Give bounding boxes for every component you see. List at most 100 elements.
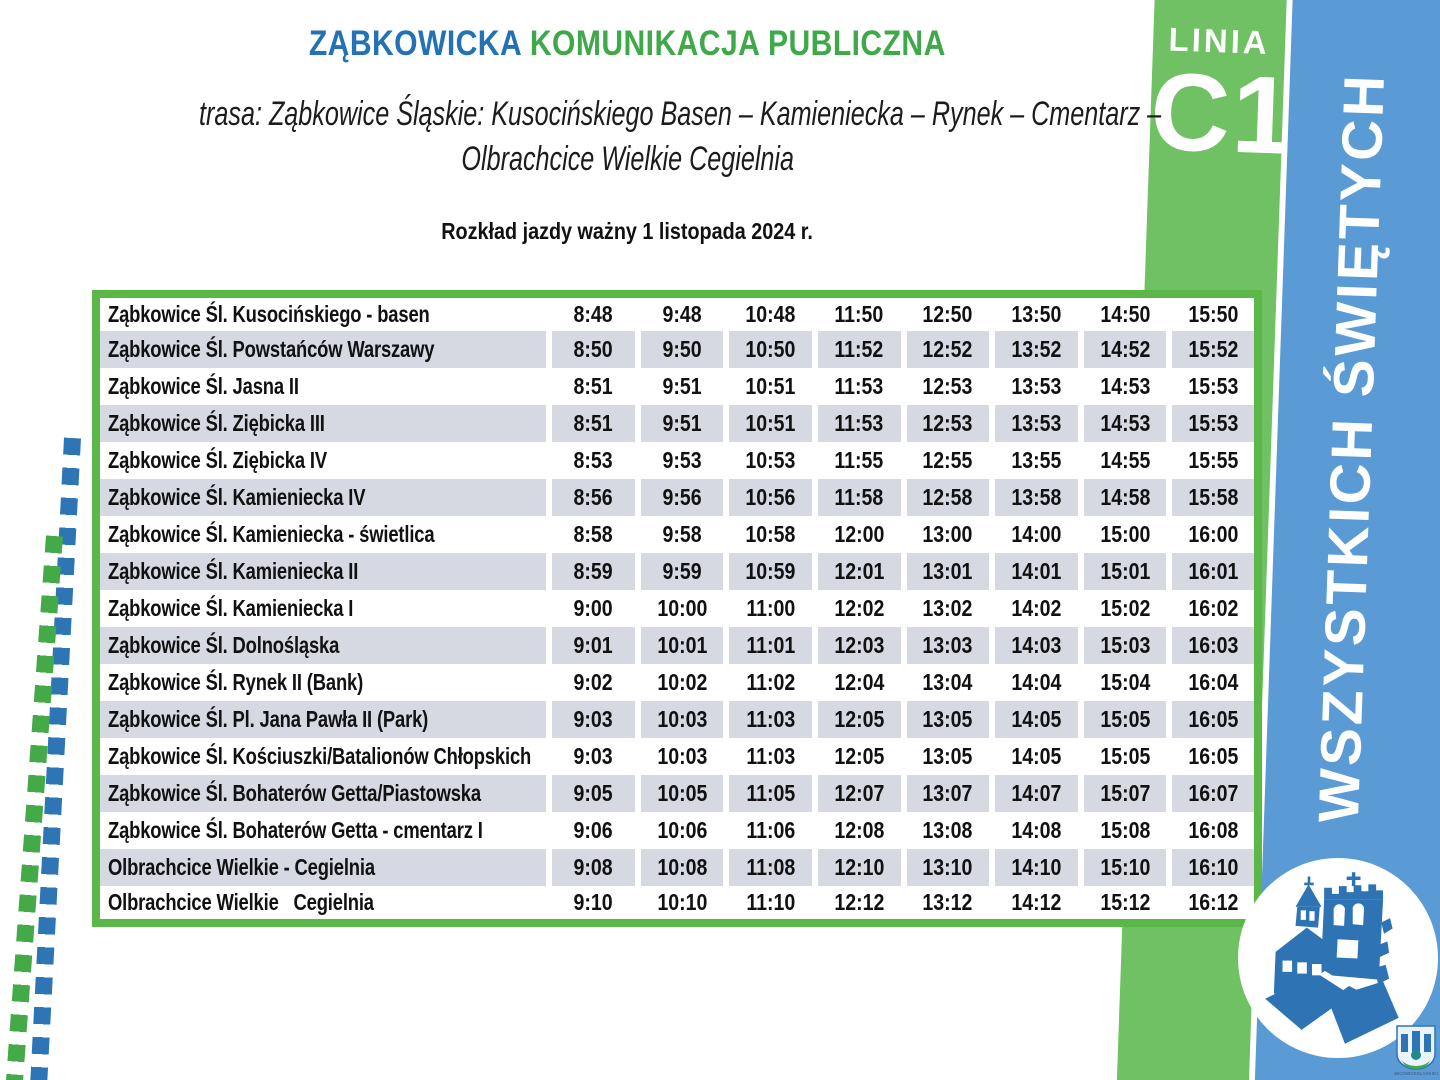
table-row: Ząbkowice Śl. Bohaterów Getta - cmentarz… [96,812,1258,849]
departure-time-cell: 9:03 [546,701,638,738]
departure-time: 16:12 [1188,889,1239,915]
departure-time-cell: 16:08 [1166,812,1258,849]
departure-time-cell: 15:08 [1077,812,1170,849]
departure-time: 15:07 [1100,780,1151,806]
departure-time-cell: 13:04 [900,664,993,701]
departure-time: 12:53 [922,373,973,399]
stop-name-cell: Ząbkowice Śl. Kusocińskiego - basen [96,294,549,331]
departure-time-cell: 13:50 [989,294,1081,331]
departure-time-cell: 11:05 [723,775,815,812]
table-row: Ząbkowice Śl. Ziębicka III 8:51 9:51 10:51 1… [96,405,1258,442]
departure-time-cell: 12:52 [900,331,993,368]
departure-time-cell: 10:02 [634,664,727,701]
departure-time-cell: 11:03 [723,701,815,738]
departure-time-cell: 14:50 [1077,294,1170,331]
departure-time-cell: 9:51 [634,368,727,405]
timetable: Ząbkowice Śl. Kusocińskiego - basen 8:48 9… [92,290,1262,927]
departure-time-cell: 8:48 [546,294,638,331]
departure-time-cell: 12:10 [811,849,904,886]
departure-time-cell: 16:00 [1166,516,1258,553]
departure-time: 15:52 [1188,336,1239,362]
departure-time-cell: 15:50 [1166,294,1258,331]
departure-time-cell: 12:08 [811,812,904,849]
departure-time: 10:03 [657,706,708,732]
stop-name-cell: Olbrachcice Wielkie Cegielnia [96,886,549,923]
departure-time: 14:10 [1011,854,1062,880]
departure-time-cell: 10:03 [634,738,727,775]
departure-time: 12:08 [834,817,885,843]
departure-time-cell: 11:52 [811,331,904,368]
stop-name-cell: Ząbkowice Śl. Jasna II [96,368,549,405]
departure-time: 12:04 [834,669,885,695]
departure-time: 16:02 [1188,595,1239,621]
departure-time-cell: 15:00 [1077,516,1170,553]
departure-time: 16:03 [1188,632,1239,658]
departure-time-cell: 12:00 [811,516,904,553]
departure-time-cell: 12:12 [811,886,904,923]
departure-time: 13:04 [922,669,973,695]
departure-time-cell: 10:51 [723,368,815,405]
departure-time-cell: 9:53 [634,442,727,479]
departure-time-cell: 16:02 [1166,590,1258,627]
departure-time-cell: 15:05 [1077,701,1170,738]
departure-time-cell: 13:05 [900,738,993,775]
departure-time-cell: 9:08 [546,849,638,886]
departure-time-cell: 13:03 [900,627,993,664]
departure-time-cell: 9:48 [634,294,727,331]
departure-time: 12:53 [922,410,973,436]
departure-time-cell: 9:50 [634,331,727,368]
departure-time-cell: 13:55 [989,442,1081,479]
landmark-circle [1238,858,1438,1058]
departure-time: 16:10 [1188,854,1239,880]
departure-time-cell: 13:02 [900,590,993,627]
departure-time-cell: 14:10 [989,849,1081,886]
departure-time-cell: 9:05 [546,775,638,812]
stop-name-cell: Ząbkowice Śl. Bohaterów Getta - cmentarz… [96,812,549,849]
departure-time: 14:05 [1011,743,1062,769]
departure-time-cell: 15:03 [1077,627,1170,664]
departure-time: 13:12 [922,889,973,915]
stop-name-cell: Ząbkowice Śl. Kamieniecka II [96,553,549,590]
stop-name: Ząbkowice Śl. Ziębicka IV [108,447,327,473]
departure-time-cell: 16:05 [1166,701,1258,738]
stop-name: Ząbkowice Śl. Rynek II (Bank) [108,669,364,695]
departure-time-cell: 11:53 [811,405,904,442]
stop-name: Ząbkowice Śl. Bohaterów Getta - cmentarz… [108,817,483,843]
departure-time: 9:59 [662,558,702,584]
departure-time: 10:59 [745,558,796,584]
town-landmark-graphic [1265,872,1399,1044]
departure-time-cell: 14:02 [989,590,1081,627]
departure-time: 13:53 [1011,373,1062,399]
departure-time: 10:56 [745,484,796,510]
departure-time-cell: 8:59 [546,553,638,590]
stop-name: Ząbkowice Śl. Pl. Jana Pawła II (Park) [108,706,429,732]
departure-time-cell: 10:53 [723,442,815,479]
departure-time-cell: 15:52 [1166,331,1258,368]
departure-time: 12:55 [922,447,973,473]
departure-time-cell: 16:10 [1166,849,1258,886]
stop-name-cell: Ząbkowice Śl. Ziębicka III [96,405,549,442]
departure-time: 10:51 [745,410,796,436]
departure-time-cell: 9:51 [634,405,727,442]
departure-time: 11:58 [834,484,884,510]
stop-name-cell: Ząbkowice Śl. Pl. Jana Pawła II (Park) [96,701,549,738]
departure-time-cell: 12:07 [811,775,904,812]
departure-time-cell: 15:12 [1077,886,1170,923]
departure-time: 15:05 [1100,743,1151,769]
departure-time-cell: 15:53 [1166,405,1258,442]
departure-time: 9:08 [573,854,613,880]
table-row: Ząbkowice Śl. Bohaterów Getta/Piastowska… [96,775,1258,812]
departure-time: 15:12 [1100,889,1151,915]
table-row: Ząbkowice Śl. Jasna II 8:51 9:51 10:51 11:53… [96,368,1258,405]
departure-time-cell: 10:48 [723,294,815,331]
route-line-2: Olbrachcice Wielkie Cegielnia [461,139,794,178]
stop-name: Olbrachcice Wielkie Cegielnia [108,889,374,915]
departure-time: 10:01 [657,632,708,658]
timetable-body: Ząbkowice Śl. Kusocińskiego - basen 8:48 9… [96,294,1258,923]
departure-time-cell: 12:53 [900,368,993,405]
departure-time-cell: 11:00 [723,590,815,627]
departure-time: 13:07 [922,780,973,806]
departure-time-cell: 14:58 [1077,479,1170,516]
departure-time-cell: 14:05 [989,701,1081,738]
